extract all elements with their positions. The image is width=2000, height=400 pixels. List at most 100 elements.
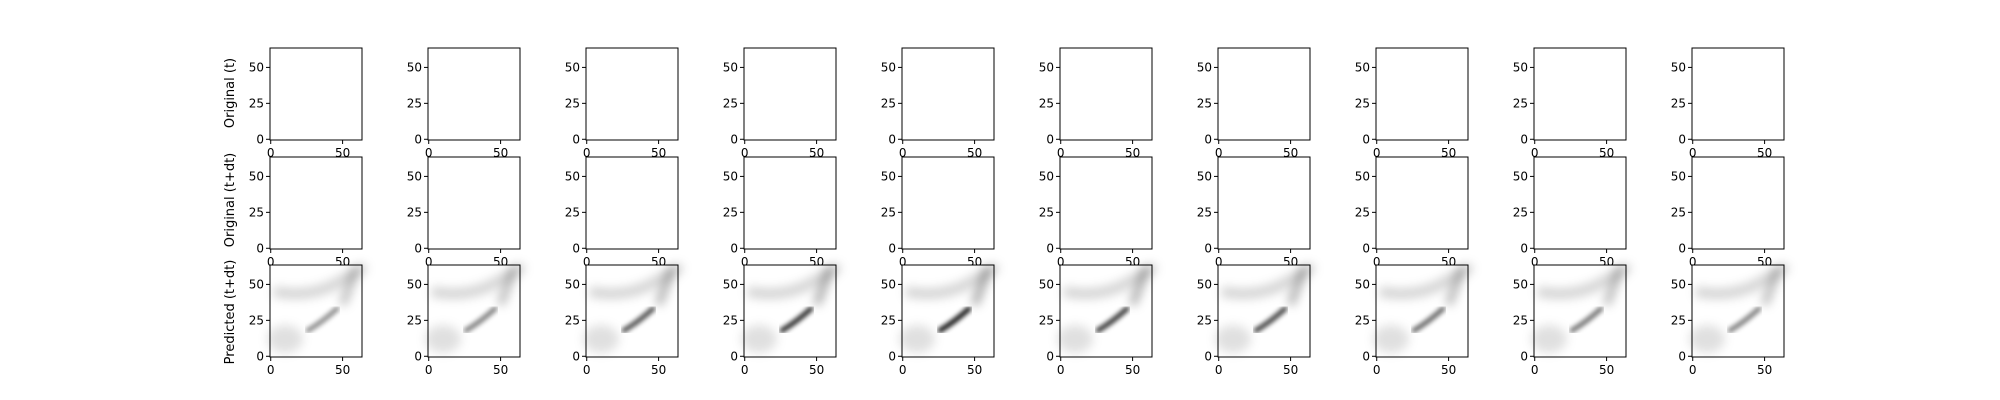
axes-frame bbox=[901, 264, 995, 358]
axes-frame bbox=[269, 264, 363, 358]
x-tick-label: 0 bbox=[267, 255, 275, 269]
heatmap-right-trail bbox=[497, 265, 519, 306]
x-tick-label: 0 bbox=[1373, 363, 1381, 377]
x-tick-label: 50 bbox=[1283, 363, 1298, 377]
y-tick-label: 50 bbox=[1513, 277, 1528, 291]
x-tick-label: 0 bbox=[741, 363, 749, 377]
x-tick-label: 0 bbox=[1057, 363, 1065, 377]
x-tick-label: 0 bbox=[267, 146, 275, 160]
y-tick-label: 0 bbox=[1204, 132, 1212, 146]
y-tick-label: 0 bbox=[1204, 349, 1212, 363]
heatmap-right-trail bbox=[1603, 265, 1625, 306]
axes-frame bbox=[269, 47, 363, 141]
heatmap-lower-band bbox=[904, 263, 999, 299]
y-tick-label: 50 bbox=[1355, 277, 1370, 291]
y-tick-label: 0 bbox=[888, 241, 896, 255]
row-label-predicted-t-plus-dt: Predicted (t+dt) bbox=[223, 260, 238, 365]
heatmap-upper-haze bbox=[899, 325, 936, 354]
heatmap-lower-band bbox=[1378, 263, 1473, 299]
y-tick-label: 25 bbox=[565, 205, 580, 219]
y-tick-label: 25 bbox=[249, 96, 264, 110]
axes-frame bbox=[585, 156, 679, 250]
y-tick-label: 50 bbox=[1197, 277, 1212, 291]
y-tick-label: 25 bbox=[407, 96, 422, 110]
y-tick-label: 0 bbox=[888, 132, 896, 146]
y-tick-label: 25 bbox=[565, 313, 580, 327]
heatmap-lower-band bbox=[1062, 263, 1157, 299]
y-tick-label: 25 bbox=[1671, 205, 1686, 219]
x-tick-label: 50 bbox=[809, 363, 824, 377]
y-tick-label: 50 bbox=[1355, 169, 1370, 183]
y-tick-label: 25 bbox=[1513, 313, 1528, 327]
heatmap-right-trail bbox=[1761, 265, 1783, 306]
heatmap-right-trail bbox=[1445, 265, 1467, 306]
y-tick-label: 0 bbox=[256, 349, 264, 363]
y-tick-label: 25 bbox=[1513, 205, 1528, 219]
image-background bbox=[1692, 48, 1784, 140]
heatmap-lower-band bbox=[588, 263, 683, 299]
heatmap-streak bbox=[1569, 306, 1604, 333]
heatmap-image bbox=[1215, 263, 1315, 357]
heatmap-upper-haze bbox=[1531, 325, 1568, 354]
x-tick-label: 0 bbox=[583, 255, 591, 269]
y-tick-label: 50 bbox=[881, 60, 896, 74]
x-tick-label: 50 bbox=[493, 363, 508, 377]
y-tick-label: 25 bbox=[407, 205, 422, 219]
x-tick-label: 0 bbox=[1689, 363, 1697, 377]
y-tick-label: 50 bbox=[249, 60, 264, 74]
image-background bbox=[1534, 48, 1626, 140]
heatmap-core bbox=[621, 306, 656, 333]
y-tick-label: 50 bbox=[565, 277, 580, 291]
y-tick-label: 0 bbox=[730, 241, 738, 255]
axes-frame bbox=[1533, 156, 1627, 250]
subplot-r3-c6: 0 50 0 25 50 bbox=[1039, 263, 1157, 377]
x-tick-label: 0 bbox=[1531, 255, 1539, 269]
heatmap-lower-band bbox=[1694, 263, 1789, 299]
axes-frame bbox=[743, 156, 837, 250]
y-tick-label: 25 bbox=[723, 205, 738, 219]
y-tick-label: 50 bbox=[1513, 169, 1528, 183]
image-background bbox=[586, 157, 678, 249]
heatmap-core bbox=[463, 306, 498, 333]
heatmap-streak bbox=[305, 306, 340, 333]
y-tick-label: 0 bbox=[1362, 349, 1370, 363]
x-tick-label: 0 bbox=[1215, 255, 1223, 269]
heatmap-right-trail bbox=[1287, 265, 1309, 306]
heatmap-upper-haze bbox=[583, 325, 620, 354]
y-tick-label: 0 bbox=[1678, 132, 1686, 146]
row-label-original-t-plus-dt: Original (t+dt) bbox=[223, 153, 238, 248]
y-tick-label: 25 bbox=[723, 313, 738, 327]
x-tick-label: 50 bbox=[335, 363, 350, 377]
heatmap-lower-band bbox=[1536, 263, 1631, 299]
y-tick-label: 0 bbox=[572, 349, 580, 363]
y-tick-label: 0 bbox=[414, 349, 422, 363]
image-background bbox=[744, 48, 836, 140]
subplot-r3-c10: 0 50 0 25 50 bbox=[1671, 263, 1789, 377]
y-tick-label: 50 bbox=[407, 169, 422, 183]
y-tick-label: 0 bbox=[572, 132, 580, 146]
heatmap-haze bbox=[1057, 263, 1157, 354]
y-tick-label: 25 bbox=[1039, 313, 1054, 327]
y-tick-label: 0 bbox=[1520, 349, 1528, 363]
image-background bbox=[1060, 48, 1152, 140]
x-tick-label: 0 bbox=[899, 363, 907, 377]
y-tick-label: 25 bbox=[1671, 313, 1686, 327]
y-tick-label: 50 bbox=[1197, 60, 1212, 74]
y-tick-label: 25 bbox=[249, 313, 264, 327]
heatmap-right-trail bbox=[655, 265, 677, 306]
y-tick-label: 50 bbox=[249, 277, 264, 291]
image-background bbox=[270, 48, 362, 140]
image-background bbox=[586, 48, 678, 140]
axes-frame bbox=[427, 47, 521, 141]
row-labels: Original (t) Original (t+dt) Predicted (… bbox=[223, 58, 238, 364]
